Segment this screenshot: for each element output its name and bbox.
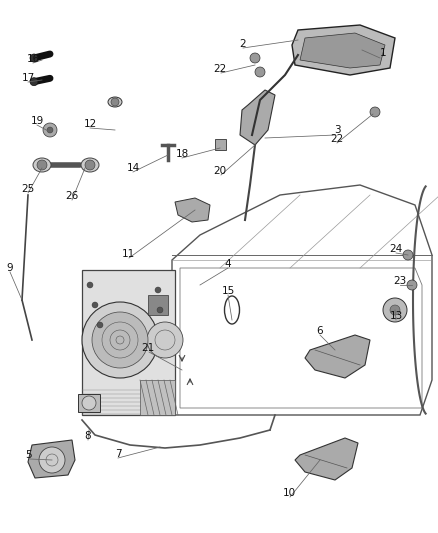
Circle shape <box>85 160 95 170</box>
Circle shape <box>383 298 407 322</box>
Circle shape <box>82 396 96 410</box>
Circle shape <box>39 447 65 473</box>
Ellipse shape <box>81 158 99 172</box>
Text: 22: 22 <box>213 64 226 74</box>
Ellipse shape <box>108 97 122 107</box>
Circle shape <box>147 322 183 358</box>
Polygon shape <box>295 438 358 480</box>
Polygon shape <box>28 440 75 478</box>
Circle shape <box>47 127 53 133</box>
Circle shape <box>92 312 148 368</box>
Text: 25: 25 <box>21 184 35 194</box>
Polygon shape <box>300 33 385 68</box>
Text: 19: 19 <box>30 116 44 126</box>
Text: 18: 18 <box>175 149 189 159</box>
Text: 22: 22 <box>330 134 344 144</box>
Polygon shape <box>148 295 168 315</box>
Text: 26: 26 <box>65 191 79 201</box>
Polygon shape <box>82 270 175 415</box>
FancyBboxPatch shape <box>78 394 100 412</box>
Circle shape <box>82 302 158 378</box>
Circle shape <box>92 302 98 308</box>
Text: 24: 24 <box>389 244 403 254</box>
Circle shape <box>403 250 413 260</box>
Text: 13: 13 <box>389 311 403 321</box>
Circle shape <box>30 78 38 86</box>
Polygon shape <box>240 90 275 145</box>
Text: 17: 17 <box>21 73 35 83</box>
Circle shape <box>250 53 260 63</box>
Text: 7: 7 <box>115 449 121 459</box>
Polygon shape <box>305 335 370 378</box>
Circle shape <box>407 280 417 290</box>
Circle shape <box>43 123 57 137</box>
Ellipse shape <box>33 158 51 172</box>
Polygon shape <box>140 380 175 415</box>
Circle shape <box>157 307 163 313</box>
Text: 21: 21 <box>141 343 155 353</box>
Circle shape <box>370 107 380 117</box>
Text: 1: 1 <box>380 48 386 58</box>
Text: 2: 2 <box>240 39 246 49</box>
Polygon shape <box>175 198 210 222</box>
Text: 5: 5 <box>26 450 32 460</box>
Text: 12: 12 <box>83 119 97 129</box>
Text: 20: 20 <box>213 166 226 176</box>
Text: 23: 23 <box>393 276 406 286</box>
Text: 10: 10 <box>283 488 296 498</box>
Text: 6: 6 <box>317 326 323 336</box>
Text: 4: 4 <box>225 259 231 269</box>
Circle shape <box>87 282 93 288</box>
Polygon shape <box>292 25 395 75</box>
Circle shape <box>30 54 38 62</box>
Text: 16: 16 <box>26 54 39 64</box>
Text: 15: 15 <box>221 286 235 296</box>
Circle shape <box>155 287 161 293</box>
Circle shape <box>255 67 265 77</box>
Text: 9: 9 <box>7 263 13 273</box>
FancyBboxPatch shape <box>215 139 226 150</box>
Text: 11: 11 <box>121 249 134 259</box>
Circle shape <box>390 305 400 315</box>
Text: 8: 8 <box>85 431 91 441</box>
Circle shape <box>111 98 119 106</box>
Circle shape <box>97 322 103 328</box>
Text: 3: 3 <box>334 125 340 135</box>
Text: 14: 14 <box>127 163 140 173</box>
Circle shape <box>37 160 47 170</box>
